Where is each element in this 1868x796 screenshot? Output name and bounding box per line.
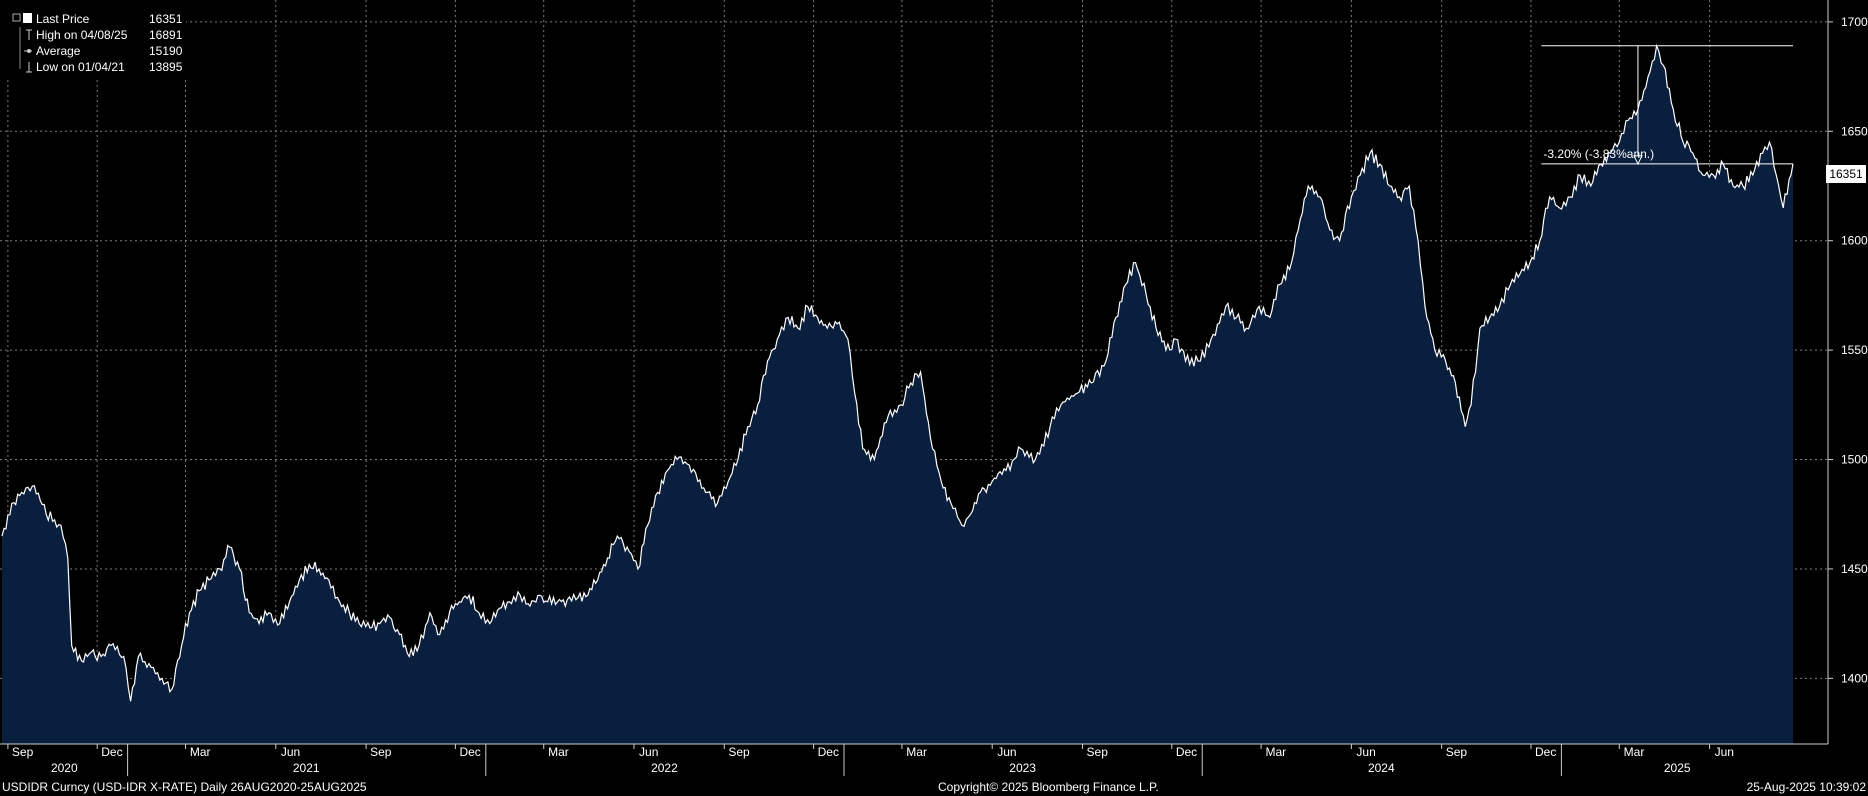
- average-marker-icon: [19, 43, 32, 59]
- x-month-label: Dec: [1535, 745, 1556, 759]
- legend-last-price-label: Last Price: [36, 12, 90, 26]
- change-annotation: -3.20% (-3.83%ann.): [1543, 147, 1654, 161]
- square-marker-icon: [12, 13, 32, 23]
- arrow-down-icon: [1633, 155, 1643, 166]
- x-month-label: Sep: [370, 745, 392, 759]
- y-tick-label: 14500: [1841, 562, 1868, 576]
- x-month-label: Sep: [12, 745, 34, 759]
- y-tick-label: 15000: [1841, 453, 1868, 467]
- y-tick-label: 15500: [1841, 343, 1868, 357]
- x-axis-ticks: Sep Dec Mar Jun Sep Dec Mar Jun Sep Dec Mar Jun Sep D…: [7, 744, 1734, 776]
- legend-high-value: 16891: [149, 28, 183, 42]
- x-month-label: Sep: [1446, 745, 1468, 759]
- x-month-label: Dec: [818, 745, 839, 759]
- y-tick-label: 14000: [1841, 671, 1868, 685]
- legend-high-label: High on 04/08/25: [36, 28, 128, 42]
- y-tick-label: 17000: [1841, 15, 1868, 29]
- x-month-label: Dec: [459, 745, 480, 759]
- legend-low-value: 13895: [149, 60, 183, 74]
- footer-copyright: Copyright© 2025 Bloomberg Finance L.P.: [938, 780, 1159, 794]
- x-month-label: Jun: [281, 745, 300, 759]
- x-month-label: Mar: [190, 745, 211, 759]
- x-year-label: 2025: [1664, 761, 1691, 775]
- x-month-label: Sep: [728, 745, 750, 759]
- x-month-label: Mar: [1265, 745, 1286, 759]
- x-year-label: 2020: [51, 761, 78, 775]
- x-year-label: 2024: [1368, 761, 1395, 775]
- x-month-label: Sep: [1087, 745, 1109, 759]
- y-axis-ticks: 14000 14500 15000 15500 16000 16500 17000: [1828, 15, 1868, 685]
- legend: Last Price 16351 High on 04/08/25 16891 …: [0, 0, 186, 77]
- footer-timestamp: 25-Aug-2025 10:39:02: [1746, 780, 1866, 794]
- high-marker-icon: [19, 27, 32, 43]
- legend-average-value: 15190: [149, 44, 183, 58]
- current-price-label: 16351: [1826, 165, 1866, 183]
- legend-last-price-value: 16351: [149, 12, 183, 26]
- x-month-label: Jun: [639, 745, 658, 759]
- x-month-label: Dec: [1176, 745, 1197, 759]
- price-area: [2, 45, 1793, 744]
- low-marker-icon: [19, 59, 32, 73]
- chart-axes: [0, 0, 1829, 745]
- footer-security: USDIDR Curncy (USD-IDR X-RATE) Daily 26A…: [2, 780, 367, 794]
- x-month-label: Dec: [101, 745, 122, 759]
- y-tick-label: 16500: [1841, 124, 1868, 138]
- x-month-label: Mar: [548, 745, 569, 759]
- x-year-label: 2023: [1009, 761, 1036, 775]
- x-year-label: 2022: [651, 761, 678, 775]
- legend-low-label: Low on 01/04/21: [36, 60, 125, 74]
- price-line: [1, 43, 1794, 702]
- x-month-label: Mar: [1624, 745, 1645, 759]
- legend-average-label: Average: [36, 44, 81, 58]
- x-month-label: Jun: [1715, 745, 1734, 759]
- x-month-label: Mar: [906, 745, 927, 759]
- x-month-label: Jun: [1356, 745, 1375, 759]
- x-year-label: 2021: [293, 761, 320, 775]
- reference-lines: -3.20% (-3.83%ann.): [1541, 45, 1793, 166]
- y-tick-label: 16000: [1841, 234, 1868, 248]
- x-month-label: Jun: [997, 745, 1016, 759]
